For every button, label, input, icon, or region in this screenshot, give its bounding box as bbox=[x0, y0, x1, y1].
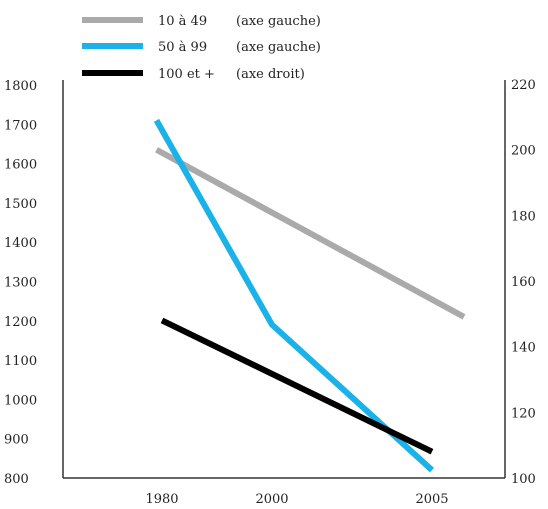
legend-series-name: 100 et + bbox=[158, 67, 215, 82]
series-layer bbox=[153, 118, 466, 473]
right-tick-label: 180 bbox=[511, 209, 536, 224]
x-tick-label: 2000 bbox=[255, 492, 288, 507]
legend-series-name: 50 à 99 bbox=[158, 40, 207, 55]
left-tick-label: 1000 bbox=[4, 393, 37, 408]
right-tick-label: 100 bbox=[511, 472, 536, 487]
left-tick-label: 1800 bbox=[4, 79, 37, 94]
axes: 1800 1700 1600 1500 1400 1300 1200 1100 1000 900 8… bbox=[4, 78, 536, 507]
right-tick-label: 220 bbox=[511, 78, 536, 93]
legend-axis-note: (axe droit) bbox=[236, 67, 305, 82]
left-tick-label: 800 bbox=[4, 472, 29, 487]
left-tick-label: 1100 bbox=[4, 354, 37, 369]
left-tick-label: 1600 bbox=[4, 158, 37, 173]
left-tick-label: 1400 bbox=[4, 236, 37, 251]
left-tick-label: 1700 bbox=[4, 118, 37, 133]
right-tick-label: 200 bbox=[511, 144, 536, 159]
series-line-2 bbox=[153, 118, 435, 473]
legend-axis-note: (axe gauche) bbox=[236, 14, 321, 29]
x-tick-label: 1980 bbox=[145, 492, 178, 507]
series-line-1 bbox=[155, 147, 466, 320]
right-tick-label: 120 bbox=[511, 406, 536, 421]
right-tick-label: 140 bbox=[511, 341, 536, 356]
series-line-3 bbox=[160, 317, 434, 455]
legend-series-name: 10 à 49 bbox=[158, 14, 207, 29]
left-tick-label: 1200 bbox=[4, 315, 37, 330]
right-tick-label: 160 bbox=[511, 275, 536, 290]
left-tick-label: 1300 bbox=[4, 276, 37, 291]
left-tick-label: 900 bbox=[4, 433, 29, 448]
x-tick-label: 2005 bbox=[415, 492, 448, 507]
legend-axis-note: (axe gauche) bbox=[236, 40, 321, 55]
left-tick-label: 1500 bbox=[4, 197, 37, 212]
legend: 10 à 49 (axe gauche) 50 à 99 (axe gauche) 10… bbox=[82, 14, 321, 82]
